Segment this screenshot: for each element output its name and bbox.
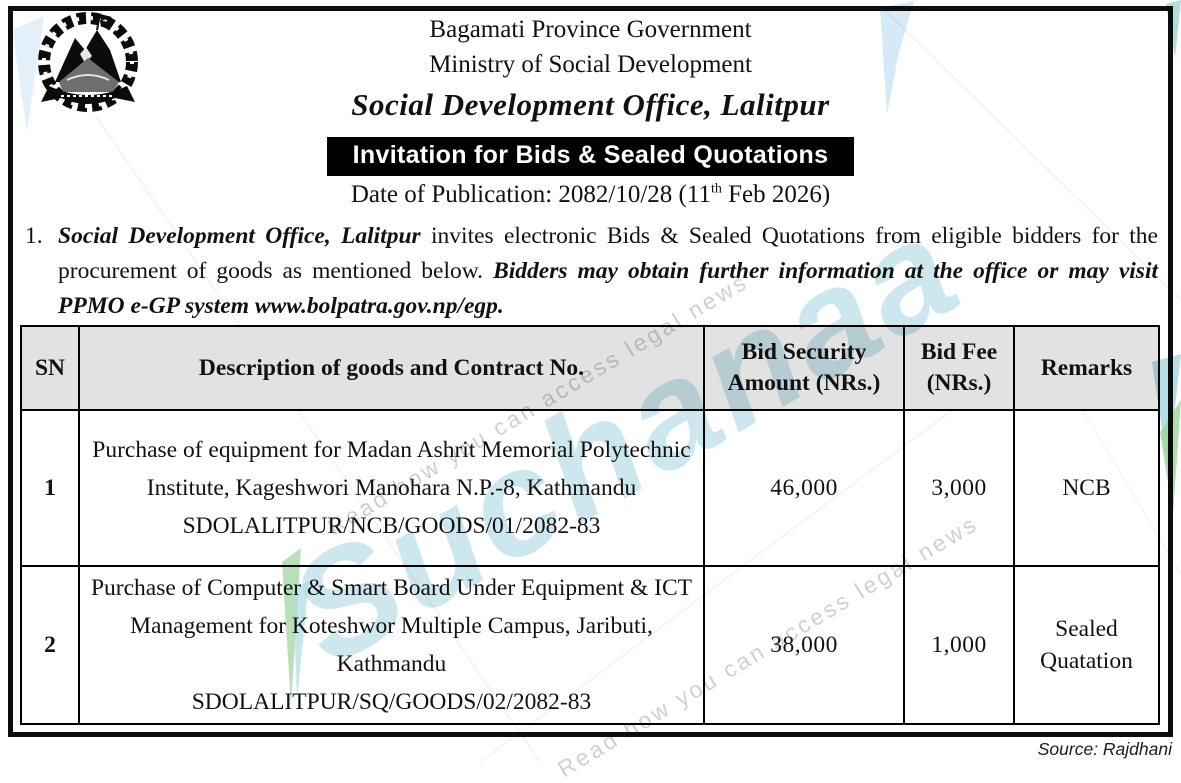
row2-description: Purchase of Computer & Smart Board Under… xyxy=(78,565,705,725)
col-header-bid-fee: Bid Fee (NRs.) xyxy=(903,325,1015,411)
notice-item-number: 1. xyxy=(25,223,43,249)
col-header-remarks: Remarks xyxy=(1013,325,1160,411)
notice-paragraph-text: Social Development Office, Lalitpur invi… xyxy=(58,219,1158,324)
row2-contract-no: SDOLALITPUR/SQ/GOODS/02/2082-83 xyxy=(191,689,592,715)
row2-remarks: Sealed Quatation xyxy=(1013,565,1160,725)
publication-date-rest: Feb 2026) xyxy=(721,181,831,208)
row1-sn: 1 xyxy=(20,409,80,567)
row2-description-text: Purchase of Computer & Smart Board Under… xyxy=(90,575,693,677)
source-attribution: Source: Rajdhani xyxy=(1037,739,1172,759)
table-row: 2 Purchase of Computer & Smart Board Und… xyxy=(20,565,1160,725)
row2-bid-fee: 1,000 xyxy=(903,565,1015,725)
row1-description: Purchase of equipment for Madan Ashrit M… xyxy=(78,409,705,567)
government-title: Bagamati Province Government xyxy=(429,16,752,43)
notice-office-name: Social Development Office, Lalitpur xyxy=(58,223,421,249)
notice-body-text: invites electronic Bids & Sealed Quotati… xyxy=(58,223,1158,284)
publication-date-main: Date of Publication: 2082/10/28 (11 xyxy=(350,181,711,208)
table-row: 1 Purchase of equipment for Madan Ashrit… xyxy=(20,409,1160,567)
row1-bid-security: 46,000 xyxy=(703,409,905,567)
col-header-bid-security: Bid Security Amount (NRs.) xyxy=(703,325,905,411)
ministry-title: Ministry of Social Development xyxy=(429,51,752,78)
notice-paragraph: 1. Social Development Office, Lalitpur i… xyxy=(25,219,1158,324)
bids-table: SN Description of goods and Contract No.… xyxy=(20,325,1160,725)
row2-sn: 2 xyxy=(20,565,80,725)
col-header-sn: SN xyxy=(20,325,80,411)
table-header-row: SN Description of goods and Contract No.… xyxy=(20,325,1160,411)
col-header-description: Description of goods and Contract No. xyxy=(78,325,705,411)
province-emblem-logo xyxy=(38,12,138,112)
invitation-banner: Invitation for Bids & Sealed Quotations xyxy=(326,137,855,176)
row1-contract-no: SDOLALITPUR/NCB/GOODS/01/2082-83 xyxy=(182,513,601,539)
publication-date: Date of Publication: 2082/10/28 (11th Fe… xyxy=(0,181,1181,209)
office-title: Social Development Office, Lalitpur xyxy=(351,87,830,122)
row1-bid-fee: 3,000 xyxy=(903,409,1015,567)
row1-description-text: Purchase of equipment for Madan Ashrit M… xyxy=(92,437,691,501)
notice-info-text: Bidders may obtain further information a… xyxy=(58,258,1158,319)
row1-remarks: NCB xyxy=(1013,409,1160,567)
publication-date-ordinal: th xyxy=(710,181,722,197)
banner-row: Invitation for Bids & Sealed Quotations xyxy=(0,137,1181,176)
row2-bid-security: 38,000 xyxy=(703,565,905,725)
